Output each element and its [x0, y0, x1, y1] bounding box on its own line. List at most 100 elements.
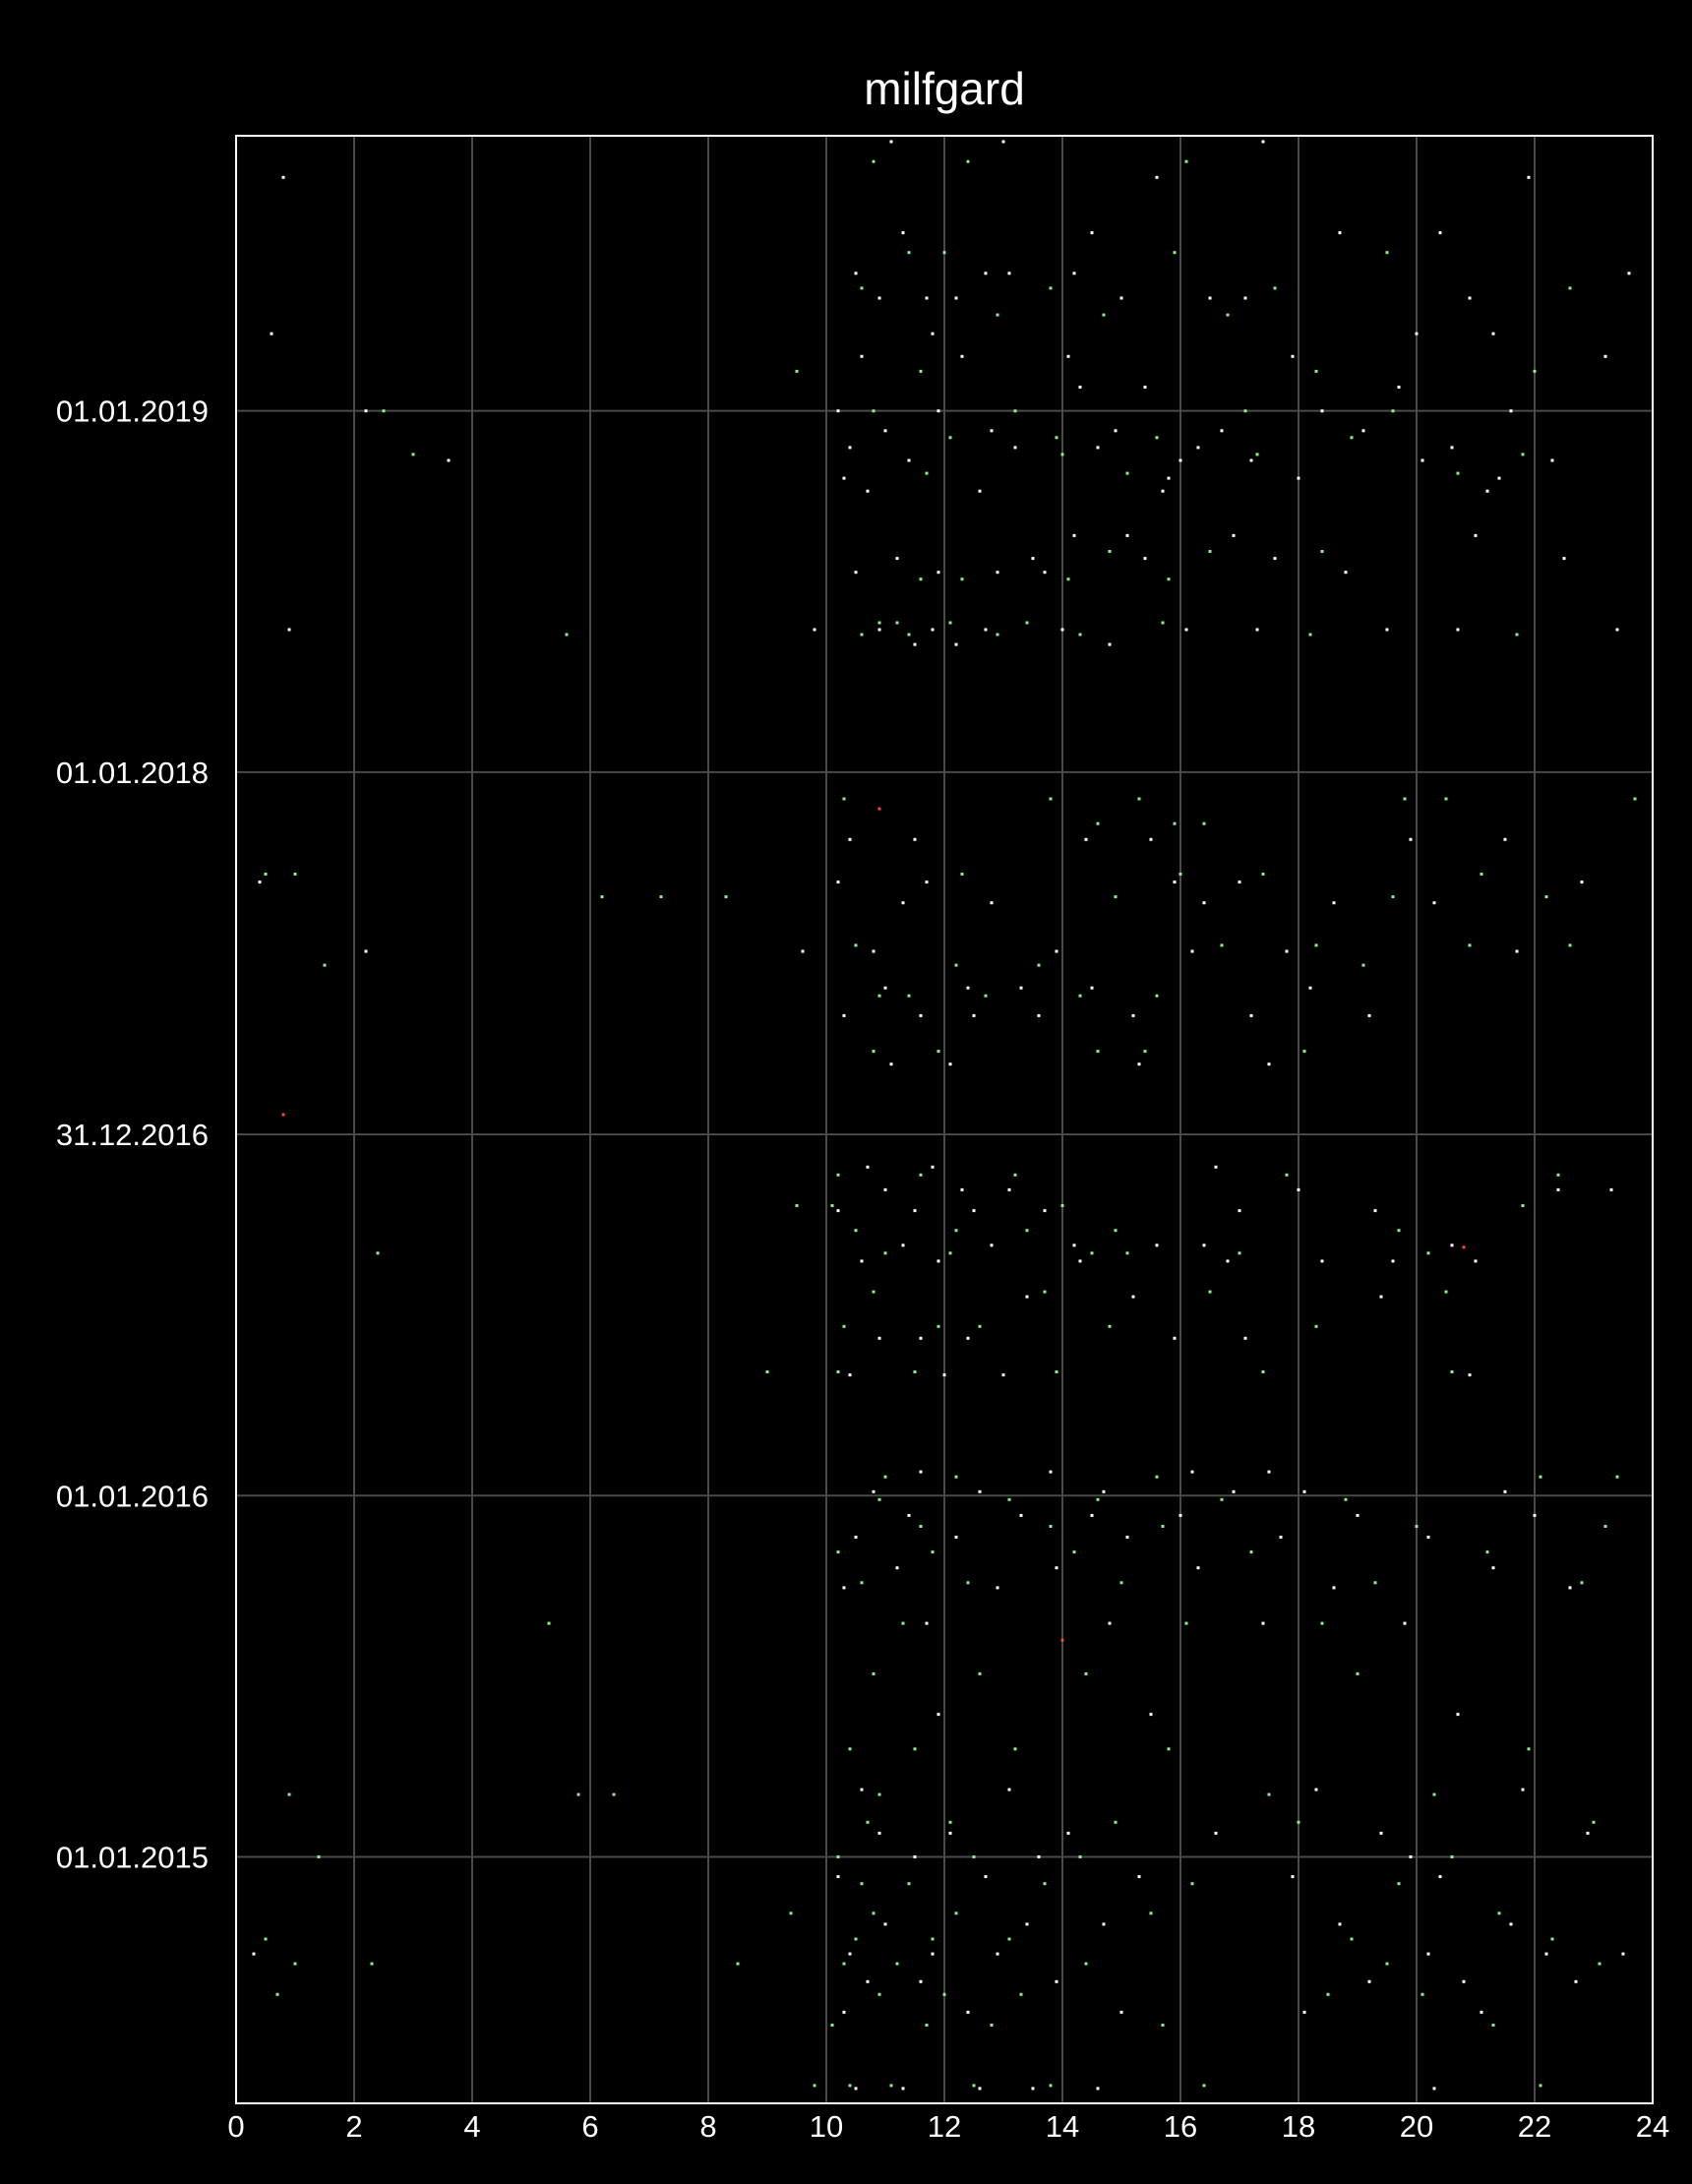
data-point — [293, 873, 297, 876]
data-point — [913, 642, 917, 646]
data-point — [1285, 949, 1289, 953]
data-point — [1474, 533, 1478, 537]
data-point — [801, 949, 805, 953]
data-point — [293, 1962, 297, 1966]
data-point — [1550, 458, 1554, 462]
data-point — [1031, 557, 1035, 561]
data-point — [270, 332, 273, 335]
data-point — [1444, 1290, 1448, 1294]
data-point — [1049, 797, 1053, 801]
data-point — [883, 1922, 887, 1926]
data-point — [1084, 837, 1088, 841]
data-point — [990, 429, 994, 433]
data-point — [1125, 471, 1129, 475]
data-point — [1485, 489, 1489, 493]
data-point — [872, 1911, 876, 1915]
data-point — [323, 963, 327, 967]
data-point — [1338, 231, 1342, 235]
data-point — [848, 1952, 852, 1956]
data-point — [931, 332, 935, 335]
x-tick-label: 10 — [810, 2109, 843, 2144]
data-point — [1544, 895, 1548, 899]
data-point — [252, 1952, 256, 1956]
data-point — [1173, 880, 1177, 884]
data-point — [1397, 1229, 1401, 1233]
data-point — [942, 251, 946, 255]
data-point — [1137, 1875, 1141, 1879]
data-point — [866, 1979, 870, 1983]
data-point — [1261, 1370, 1265, 1373]
data-point — [364, 409, 368, 413]
data-point — [1155, 994, 1159, 998]
data-point — [925, 1621, 929, 1625]
data-point — [1055, 1566, 1058, 1570]
data-point — [1580, 1581, 1584, 1585]
data-point — [978, 1671, 982, 1675]
data-point — [1178, 1513, 1182, 1517]
data-point — [836, 1209, 840, 1213]
data-point — [931, 1937, 935, 1941]
data-point — [1385, 251, 1389, 255]
data-point — [1226, 1259, 1230, 1263]
data-point — [948, 1062, 952, 1066]
data-point — [1214, 1831, 1218, 1835]
data-point — [1143, 1050, 1147, 1054]
data-point — [1001, 1373, 1005, 1377]
data-point — [1184, 159, 1188, 163]
x-tick-label: 6 — [581, 2109, 598, 2144]
data-point — [942, 1992, 946, 1996]
x-tick-label: 24 — [1636, 2109, 1669, 2144]
plot-frame — [235, 135, 1654, 2104]
data-point — [1055, 949, 1058, 953]
data-point — [1297, 1820, 1300, 1824]
data-point — [1420, 1992, 1424, 1996]
data-point — [830, 2024, 834, 2027]
data-point — [1480, 873, 1483, 876]
data-point — [836, 1370, 840, 1373]
data-point — [937, 571, 940, 575]
data-point — [1468, 943, 1472, 947]
y-tick-label: 01.01.2015 — [56, 1840, 209, 1874]
data-point — [954, 1475, 958, 1479]
data-point — [1114, 1820, 1118, 1824]
data-point — [1220, 943, 1224, 947]
data-point — [1214, 1165, 1218, 1169]
data-point — [1556, 1187, 1560, 1191]
data-point — [1155, 436, 1159, 440]
data-point — [1491, 2024, 1495, 2027]
y-tick-label: 01.01.2019 — [56, 394, 209, 429]
data-point — [1013, 446, 1017, 450]
x-tick-label: 12 — [928, 2109, 961, 2144]
data-point — [1078, 1855, 1082, 1858]
data-point — [877, 1831, 881, 1835]
data-point — [1025, 1295, 1029, 1299]
data-point — [1314, 1788, 1318, 1791]
data-point — [1379, 1295, 1383, 1299]
data-point — [1385, 628, 1389, 632]
data-point — [1527, 175, 1531, 179]
data-point — [1415, 332, 1419, 335]
data-point — [1539, 2084, 1542, 2088]
data-point — [1249, 458, 1253, 462]
data-point — [1450, 1855, 1454, 1858]
data-point — [1131, 1013, 1135, 1017]
data-point — [836, 1173, 840, 1177]
data-point — [736, 1962, 740, 1966]
data-point — [901, 231, 905, 235]
data-point — [1261, 140, 1265, 144]
data-point — [1096, 2087, 1100, 2091]
data-point — [1072, 272, 1076, 275]
data-point — [1084, 1962, 1088, 1966]
data-point — [866, 489, 870, 493]
data-point — [1013, 1173, 1017, 1177]
data-point — [1078, 1259, 1082, 1263]
data-point — [547, 1621, 551, 1625]
data-point — [1255, 453, 1259, 456]
data-point — [1615, 628, 1619, 632]
data-point — [1361, 963, 1365, 967]
data-point — [1119, 2010, 1123, 2014]
data-point — [1202, 821, 1206, 825]
data-point — [1049, 1525, 1053, 1528]
data-point — [1190, 1882, 1194, 1886]
